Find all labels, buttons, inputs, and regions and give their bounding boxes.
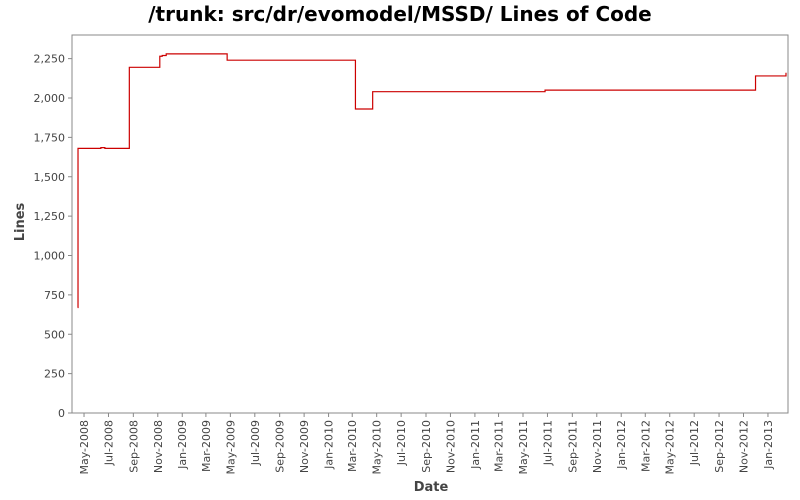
x-tick-label: May-2009 [224, 420, 237, 475]
x-tick-label: Nov-2011 [591, 420, 604, 473]
x-tick-label: Jul-2011 [541, 420, 554, 466]
chart-title: /trunk: src/dr/evomodel/MSSD/ Lines of C… [148, 2, 652, 26]
y-tick-label: 250 [44, 368, 65, 381]
x-tick-label: Jul-2010 [395, 420, 408, 466]
x-tick-label: May-2010 [371, 420, 384, 475]
y-tick-label: 2,000 [34, 92, 66, 105]
y-tick-label: 2,250 [34, 53, 66, 66]
y-tick-label: 0 [58, 407, 65, 420]
x-tick-label: Nov-2009 [298, 420, 311, 473]
y-tick-label: 1,500 [34, 171, 66, 184]
x-tick-label: Nov-2010 [444, 420, 457, 473]
y-tick-label: 1,250 [34, 210, 66, 223]
y-tick-label: 1,750 [34, 131, 66, 144]
x-axis: May-2008 Jul-2008 Sep-2008 Nov-2008 Jan-2009… [78, 413, 775, 475]
x-tick-label: Sep-2011 [566, 420, 579, 473]
x-tick-label: Jul-2009 [249, 420, 262, 466]
x-tick-label: Nov-2012 [738, 420, 751, 473]
plot-area [71, 34, 789, 414]
x-tick-label: May-2008 [78, 420, 91, 475]
y-axis-title: Lines [13, 202, 28, 241]
x-tick-label: Jan-2009 [176, 420, 189, 470]
x-tick-label: Sep-2010 [420, 420, 433, 473]
x-tick-label: Jan-2011 [469, 420, 482, 470]
x-tick-label: Mar-2011 [493, 420, 506, 472]
x-tick-label: Sep-2008 [127, 420, 140, 473]
x-tick-label: Nov-2008 [152, 420, 165, 473]
x-tick-label: May-2012 [664, 420, 677, 475]
x-tick-label: Mar-2012 [639, 420, 652, 472]
y-axis: 0 250 500 750 1,000 1,250 1,500 1,750 2,000 2,250 [34, 53, 72, 420]
x-tick-label: Jan-2012 [615, 420, 628, 470]
x-tick-label: Jul-2012 [688, 420, 701, 466]
lines-of-code-series [77, 53, 787, 309]
x-tick-label: Mar-2010 [346, 420, 359, 472]
x-tick-label: Mar-2009 [200, 420, 213, 472]
x-tick-label: May-2011 [517, 420, 530, 475]
x-axis-title: Date [414, 480, 449, 495]
x-tick-label: Jan-2013 [762, 420, 775, 470]
y-tick-label: 750 [44, 289, 65, 302]
x-tick-label: Jul-2008 [102, 420, 115, 466]
x-tick-label: Jan-2010 [323, 420, 336, 470]
y-tick-label: 500 [44, 328, 65, 341]
x-tick-label: Sep-2009 [274, 420, 287, 473]
x-tick-label: Sep-2012 [713, 420, 726, 473]
y-tick-label: 1,000 [34, 250, 66, 263]
